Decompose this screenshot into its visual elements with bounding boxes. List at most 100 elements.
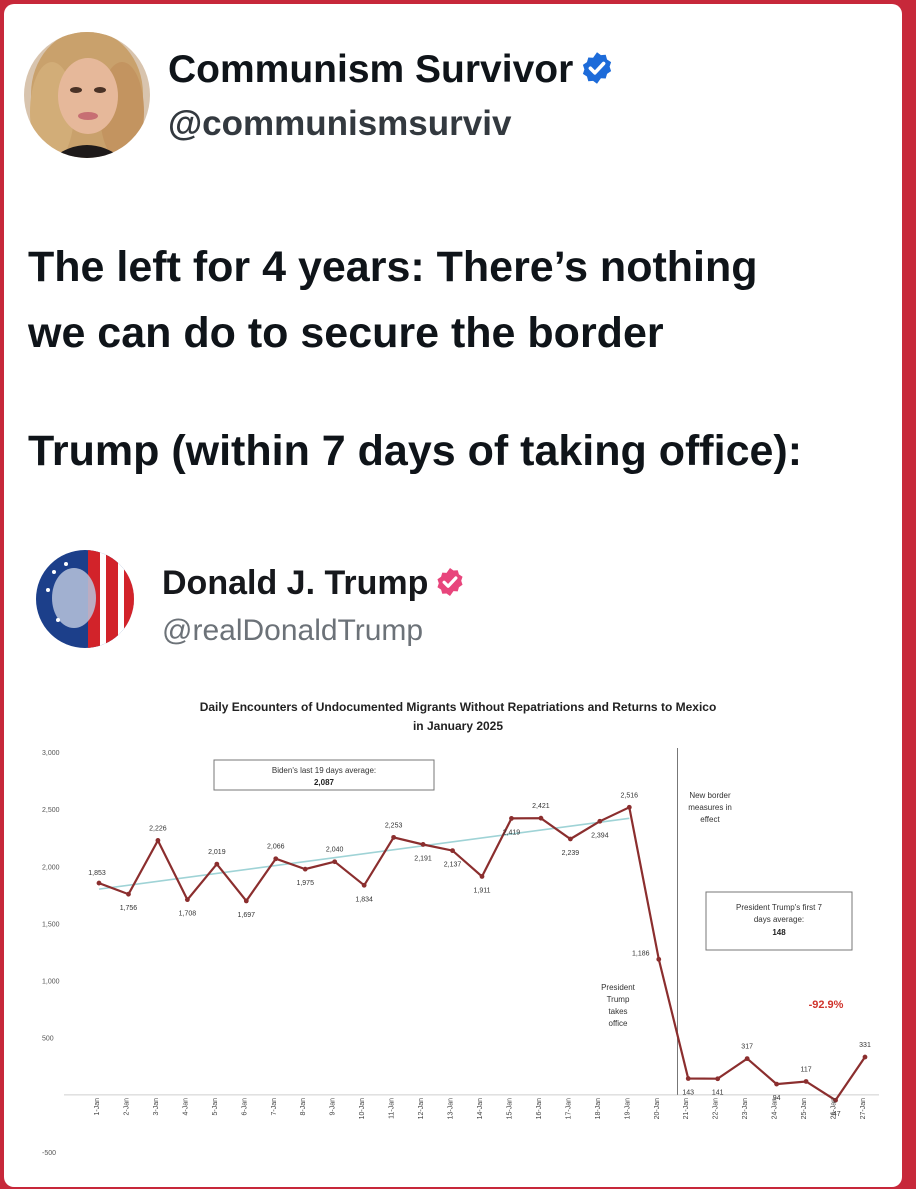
data-label: 1,186	[632, 950, 650, 957]
data-label: 2,191	[414, 855, 432, 862]
data-point	[774, 1081, 780, 1087]
quoted-author-name-text: Donald J. Trump	[162, 564, 429, 602]
data-point	[450, 848, 455, 854]
data-point	[155, 838, 161, 843]
quoted-author-avatar[interactable]	[36, 550, 134, 648]
verified-badge-icon	[434, 566, 466, 607]
x-tick-label: 4-Jan	[182, 1098, 189, 1116]
x-tick-label: 20-Jan	[654, 1098, 661, 1120]
data-point	[715, 1076, 721, 1082]
x-tick-label: 22-Jan	[713, 1098, 720, 1120]
chart-image: Daily Encounters of Undocumented Migrant…	[4, 684, 902, 1187]
data-point	[184, 897, 190, 903]
takes-office-annotation: takes	[608, 1007, 627, 1016]
x-tick-label: 15-Jan	[506, 1098, 513, 1120]
takes-office-annotation: President	[601, 983, 636, 992]
data-point	[862, 1054, 868, 1060]
data-label: 2,019	[208, 849, 226, 856]
x-tick-label: 23-Jan	[742, 1098, 749, 1120]
data-label: 143	[682, 1090, 694, 1097]
trump-average-label: President Trump's first 7	[736, 903, 823, 912]
data-point	[273, 856, 279, 862]
data-label: 2,516	[621, 792, 639, 799]
x-tick-label: 6-Jan	[241, 1098, 248, 1116]
x-tick-label: 9-Jan	[330, 1098, 337, 1116]
data-point	[509, 816, 514, 821]
data-label: 1,853	[88, 870, 106, 877]
takes-office-annotation: Trump	[607, 995, 630, 1004]
verified-badge-icon	[579, 50, 615, 96]
data-point	[96, 880, 102, 886]
author-name[interactable]: Communism Survivor	[168, 48, 615, 96]
data-point	[243, 898, 249, 904]
x-tick-label: 24-Jan	[772, 1098, 779, 1120]
chart-title: in January 2025	[413, 719, 503, 733]
biden-average-label: Biden's last 19 days average:	[272, 766, 376, 775]
y-tick-label: 2,500	[42, 807, 60, 814]
x-tick-label: 13-Jan	[448, 1098, 455, 1120]
biden-average-value: 2,087	[314, 778, 335, 787]
quoted-author-handle[interactable]: @realDonaldTrump	[162, 614, 424, 647]
data-label: 1,975	[296, 880, 314, 887]
data-label: 2,394	[591, 832, 609, 839]
data-label: 2,253	[385, 822, 403, 829]
author-handle[interactable]: @communismsurviv	[168, 104, 512, 143]
data-label: 317	[741, 1044, 753, 1051]
x-tick-label: 16-Jan	[536, 1098, 543, 1120]
y-tick-label: 3,000	[42, 750, 60, 757]
data-point	[685, 1076, 691, 1081]
data-point	[479, 874, 485, 879]
x-tick-label: 11-Jan	[389, 1098, 396, 1119]
data-label: 1,708	[179, 911, 197, 918]
trend-line	[98, 817, 630, 890]
data-point	[214, 861, 220, 867]
data-label: 2,066	[267, 844, 285, 851]
data-point	[361, 882, 367, 888]
author-name-text: Communism Survivor	[168, 48, 574, 91]
x-tick-label: 1-Jan	[94, 1098, 101, 1116]
data-label: 1,911	[474, 887, 491, 894]
x-tick-label: 27-Jan	[860, 1098, 867, 1120]
data-label: -47	[830, 1111, 840, 1118]
data-point	[567, 836, 573, 842]
data-point	[538, 815, 544, 821]
data-label: 2,040	[326, 847, 344, 854]
data-label: 2,226	[149, 825, 167, 832]
line-chart: Daily Encounters of Undocumented Migrant…	[42, 700, 879, 1157]
data-point	[332, 859, 338, 865]
data-label: 1,834	[355, 896, 373, 903]
x-tick-label: 18-Jan	[595, 1098, 602, 1120]
y-tick-label: 2,000	[42, 864, 60, 871]
x-tick-label: 7-Jan	[271, 1098, 278, 1116]
data-label: 1,756	[120, 905, 138, 912]
new-border-annotation: measures in	[688, 803, 732, 812]
takes-office-annotation: office	[609, 1019, 629, 1028]
data-label: 1,697	[238, 912, 256, 919]
data-label: 141	[712, 1090, 724, 1097]
data-point	[803, 1079, 809, 1084]
y-tick-label: 1,000	[42, 979, 60, 986]
x-tick-label: 10-Jan	[359, 1098, 366, 1120]
data-label: 2,419	[503, 829, 521, 836]
trump-average-box	[705, 891, 853, 951]
x-tick-label: 17-Jan	[565, 1098, 572, 1120]
x-tick-label: 2-Jan	[123, 1098, 130, 1116]
x-tick-label: 14-Jan	[477, 1098, 484, 1120]
post-card: Communism Survivor @communismsurviv The …	[4, 4, 902, 1187]
data-point	[833, 1097, 838, 1103]
trump-average-label: days average:	[754, 915, 804, 924]
new-border-annotation: effect	[700, 815, 720, 824]
data-point	[420, 842, 426, 847]
data-label: 331	[859, 1042, 871, 1049]
data-label: 2,421	[532, 803, 550, 810]
post-text: The left for 4 years: There’s nothing we…	[28, 234, 898, 484]
x-tick-label: 26-Jan	[831, 1098, 838, 1120]
author-avatar[interactable]	[24, 32, 150, 158]
data-label: 94	[773, 1095, 781, 1102]
post-text-line: we can do to secure the border	[28, 309, 664, 357]
x-tick-label: 5-Jan	[212, 1098, 219, 1116]
quoted-author-name[interactable]: Donald J. Trump	[162, 564, 466, 607]
data-point	[302, 866, 308, 872]
x-tick-label: 12-Jan	[418, 1098, 425, 1120]
data-point	[597, 818, 603, 824]
